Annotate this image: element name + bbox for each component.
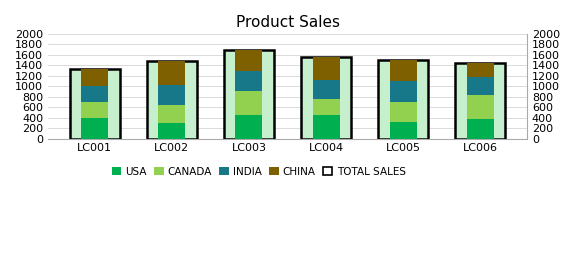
Bar (390, 60, 417, 81)
Bar (81, 86, 108, 102)
Bar (467, 95, 494, 119)
Bar (390, 81, 417, 102)
Bar (236, 70, 262, 91)
Bar (224, 50, 274, 139)
Bar (378, 60, 428, 139)
Bar (236, 115, 262, 139)
Bar (81, 102, 108, 118)
Legend: USA, CANADA, INDIA, CHINA, TOTAL SALES: USA, CANADA, INDIA, CHINA, TOTAL SALES (108, 163, 409, 180)
Bar (313, 80, 339, 99)
Bar (390, 102, 417, 122)
Bar (147, 61, 197, 139)
Bar (467, 63, 494, 77)
Bar (158, 105, 185, 123)
Bar (236, 91, 262, 115)
Bar (455, 63, 505, 139)
Bar (301, 57, 351, 139)
Bar (158, 123, 185, 139)
Bar (70, 69, 120, 139)
Bar (467, 77, 494, 95)
Bar (158, 61, 185, 85)
Bar (81, 118, 108, 139)
Bar (236, 50, 262, 70)
Bar (390, 122, 417, 139)
Bar (313, 99, 339, 115)
Bar (158, 85, 185, 105)
Bar (313, 57, 339, 80)
Title: Product Sales: Product Sales (236, 15, 339, 30)
Bar (81, 69, 108, 86)
Bar (313, 115, 339, 139)
Bar (467, 119, 494, 139)
